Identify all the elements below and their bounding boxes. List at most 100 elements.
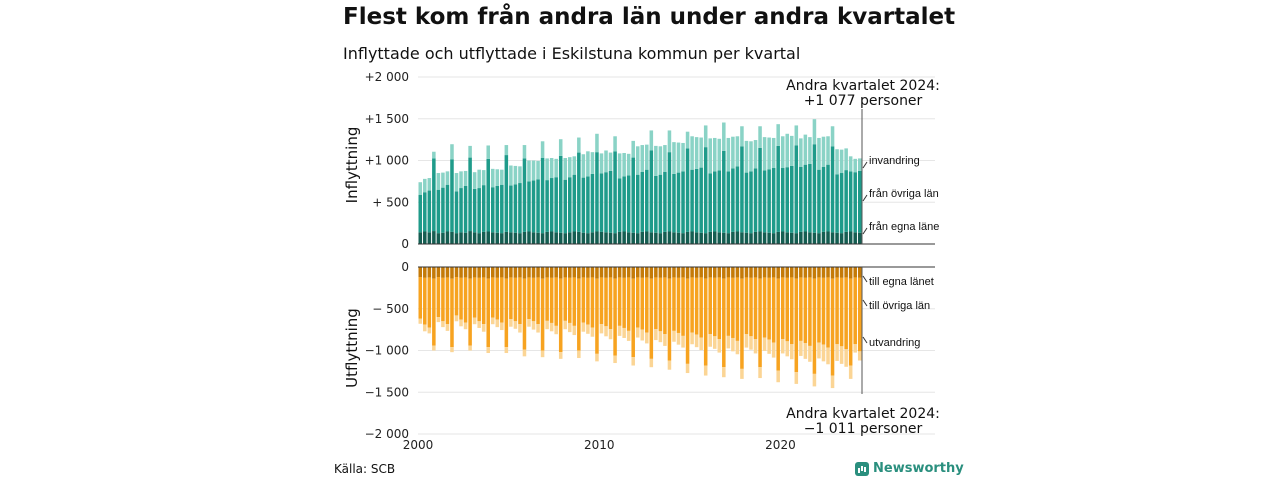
bar-inflow-segment: [735, 136, 740, 167]
y-tick-label: +1 500: [365, 112, 409, 126]
bar-inflow-segment: [753, 168, 758, 232]
bar-inflow-segment: [649, 130, 654, 151]
bar-inflow-segment: [495, 169, 500, 186]
bar-inflow-segment: [735, 166, 740, 232]
bar-inflow-segment: [604, 172, 608, 233]
bar-outflow-segment: [857, 277, 862, 352]
bar-inflow-segment: [848, 231, 853, 244]
bar-inflow-segment: [803, 231, 808, 244]
bar-outflow-segment: [744, 267, 749, 278]
bar-outflow-segment: [626, 277, 631, 331]
bar-outflow-segment: [495, 267, 500, 278]
bar-outflow-segment: [758, 267, 762, 279]
bar-outflow-segment: [635, 267, 640, 278]
bar-inflow-segment: [785, 167, 790, 233]
bar-inflow-segment: [708, 138, 712, 174]
bar-inflow-segment: [454, 173, 459, 192]
bar-outflow-segment: [799, 267, 803, 278]
bar-inflow-segment: [667, 152, 672, 232]
bar-outflow-segment: [527, 267, 531, 278]
bar-outflow-segment: [522, 349, 527, 357]
bar-outflow-segment: [481, 277, 486, 325]
bar-inflow-segment: [472, 172, 477, 189]
bar-outflow-segment: [572, 267, 577, 278]
bar-outflow-segment: [744, 277, 749, 335]
bar-inflow-segment: [504, 155, 509, 232]
bar-inflow-segment: [599, 153, 604, 174]
bar-outflow-segment: [463, 322, 468, 330]
bar-inflow-segment: [432, 151, 436, 159]
bar-inflow-segment: [486, 231, 490, 244]
bar-inflow-segment: [463, 232, 468, 244]
bar-inflow-segment: [572, 174, 577, 232]
bar-outflow-segment: [617, 325, 622, 336]
bar-inflow-segment: [780, 168, 785, 232]
bar-inflow-segment: [432, 158, 436, 232]
bar-outflow-segment: [504, 267, 509, 279]
bar-inflow-segment: [454, 233, 459, 245]
bar-outflow-segment: [626, 330, 631, 341]
bar-inflow-segment: [803, 134, 808, 165]
bar-inflow-segment: [631, 140, 635, 158]
bar-inflow-segment: [826, 164, 830, 232]
bar-inflow-segment: [423, 231, 427, 244]
bar-inflow-segment: [658, 146, 663, 175]
bar-inflow-segment: [441, 187, 445, 233]
bar-outflow-segment: [672, 267, 676, 278]
bar-inflow-segment: [572, 156, 577, 175]
bar-outflow-segment: [740, 278, 744, 369]
bar-outflow-segment: [790, 344, 794, 360]
bar-outflow-segment: [817, 267, 821, 278]
bar-inflow-segment: [821, 166, 826, 232]
bar-inflow-segment: [744, 232, 749, 244]
bar-inflow-segment: [454, 191, 459, 234]
bar-inflow-segment: [812, 144, 817, 233]
bar-outflow-segment: [808, 345, 812, 362]
bar-inflow-segment: [418, 194, 423, 233]
bar-outflow-segment: [848, 365, 853, 379]
series-label: från övriga län: [869, 188, 939, 200]
bar-inflow-segment: [744, 172, 749, 233]
bar-inflow-segment: [635, 174, 640, 234]
bar-outflow-segment: [563, 320, 568, 330]
bar-outflow-segment: [726, 267, 731, 278]
bar-outflow-segment: [595, 353, 599, 362]
bar-inflow-segment: [844, 231, 848, 244]
bar-outflow-segment: [590, 267, 595, 278]
bar-inflow-segment: [568, 177, 572, 233]
bar-outflow-segment: [749, 267, 753, 278]
bar-inflow-segment: [536, 232, 540, 244]
bar-inflow-segment: [799, 166, 803, 232]
bar-outflow-segment: [690, 277, 694, 333]
bar-outflow-segment: [608, 267, 613, 278]
bar-inflow-segment: [694, 168, 699, 233]
bar-outflow-segment: [857, 351, 862, 361]
bar-outflow-segment: [531, 267, 536, 278]
bar-inflow-segment: [490, 187, 495, 233]
bar-inflow-segment: [681, 233, 685, 245]
bar-inflow-segment: [808, 137, 812, 164]
bar-inflow-segment: [545, 180, 549, 232]
bar-outflow-segment: [513, 277, 518, 322]
bar-inflow-segment: [468, 157, 472, 232]
bar-outflow-segment: [586, 267, 590, 278]
bar-outflow-segment: [753, 339, 758, 354]
bar-inflow-segment: [740, 232, 744, 244]
bar-inflow-segment: [658, 174, 663, 234]
bar-inflow-segment: [826, 231, 830, 244]
bar-outflow-segment: [590, 327, 595, 337]
bar-inflow-segment: [735, 231, 740, 244]
bar-outflow-segment: [608, 329, 613, 340]
bar-inflow-segment: [613, 233, 617, 245]
series-label: till övriga län: [869, 300, 930, 312]
bar-inflow-segment: [563, 158, 568, 180]
bar-inflow-segment: [427, 178, 432, 191]
bar-outflow-segment: [558, 352, 563, 359]
bar-outflow-segment: [694, 334, 699, 348]
bar-outflow-segment: [604, 277, 608, 327]
bar-outflow-segment: [436, 277, 441, 318]
bar-inflow-segment: [708, 231, 712, 244]
bar-inflow-segment: [722, 232, 726, 244]
bar-inflow-segment: [563, 233, 568, 245]
bar-outflow-segment: [622, 327, 626, 338]
